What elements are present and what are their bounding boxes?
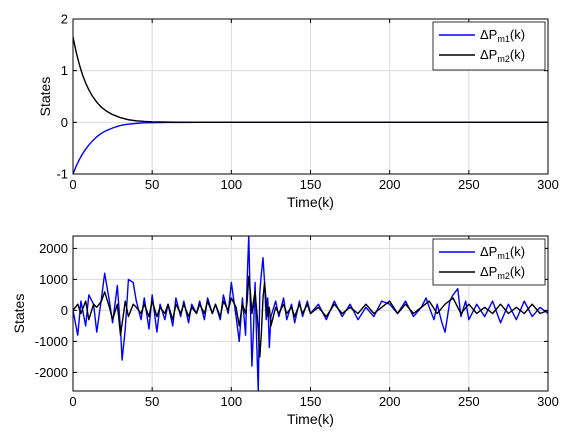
legend-entry-m2: ΔPm2(k)	[480, 264, 525, 281]
x-tick-label: 150	[300, 177, 322, 192]
y-axis-label: States	[37, 77, 53, 117]
legend-entry-subscript: m2	[497, 54, 510, 64]
legend-box	[432, 238, 546, 286]
y-tick-label: 2000	[39, 241, 68, 256]
legend-entry-name: ΔP	[480, 47, 497, 62]
legend-entry-name: ΔP	[480, 264, 497, 279]
y-tick-label: -2000	[35, 365, 68, 380]
y-tick-label: 2	[61, 12, 68, 27]
y-axis-label: States	[11, 294, 27, 334]
y-tick-label: 0	[61, 303, 68, 318]
x-tick-label: 100	[220, 394, 242, 409]
legend-entry-subscript: m2	[497, 271, 510, 281]
legend-entry-suffix: (k)	[510, 47, 525, 62]
x-axis-label: Time(k)	[287, 194, 334, 210]
legend-entry-subscript: m1	[497, 34, 510, 44]
plot-bottom: 0 50 100 150 200 250 300 -2000 -1000 0 1000 2000 Tim…	[11, 235, 559, 427]
y-tick-label: 1000	[39, 272, 68, 287]
legend-entry-m1: ΔPm1(k)	[480, 244, 525, 261]
x-tick-label: 50	[145, 394, 159, 409]
x-tick-label: 50	[145, 177, 159, 192]
x-tick-label: 0	[69, 394, 76, 409]
x-tick-label: 300	[537, 394, 559, 409]
x-tick-label: 200	[379, 177, 401, 192]
legend: ΔPm1(k)ΔPm2(k)	[432, 238, 546, 286]
y-tick-label: -1	[56, 167, 68, 182]
series-line-m2	[73, 275, 548, 358]
x-tick-label: 150	[300, 394, 322, 409]
series-line-m2	[73, 36, 548, 124]
y-tick-label: 1	[61, 63, 68, 78]
x-tick-label: 0	[69, 177, 76, 192]
x-tick-label: 250	[458, 394, 480, 409]
legend-entry-suffix: (k)	[510, 264, 525, 279]
x-tick-label: 300	[537, 177, 559, 192]
legend-entry-name: ΔP	[480, 244, 497, 259]
legend-entry-subscript: m1	[497, 251, 510, 261]
x-axis-label: Time(k)	[287, 411, 334, 427]
legend-box	[432, 21, 546, 71]
legend-entry-m2: ΔPm2(k)	[480, 47, 525, 64]
legend-entry-name: ΔP	[480, 27, 497, 42]
y-tick-label: -1000	[35, 334, 68, 349]
x-tick-label: 250	[458, 177, 480, 192]
x-tick-label: 100	[220, 177, 242, 192]
legend: ΔPm1(k)ΔPm2(k)	[432, 21, 546, 71]
y-tick-label: 0	[61, 115, 68, 130]
legend-entry-suffix: (k)	[510, 27, 525, 42]
plot-top: 0 50 100 150 200 250 300-1012Time(k)StatesΔPm1…	[37, 12, 559, 211]
x-tick-label: 200	[379, 394, 401, 409]
legend-entry-m1: ΔPm1(k)	[480, 27, 525, 44]
legend-entry-suffix: (k)	[510, 244, 525, 259]
